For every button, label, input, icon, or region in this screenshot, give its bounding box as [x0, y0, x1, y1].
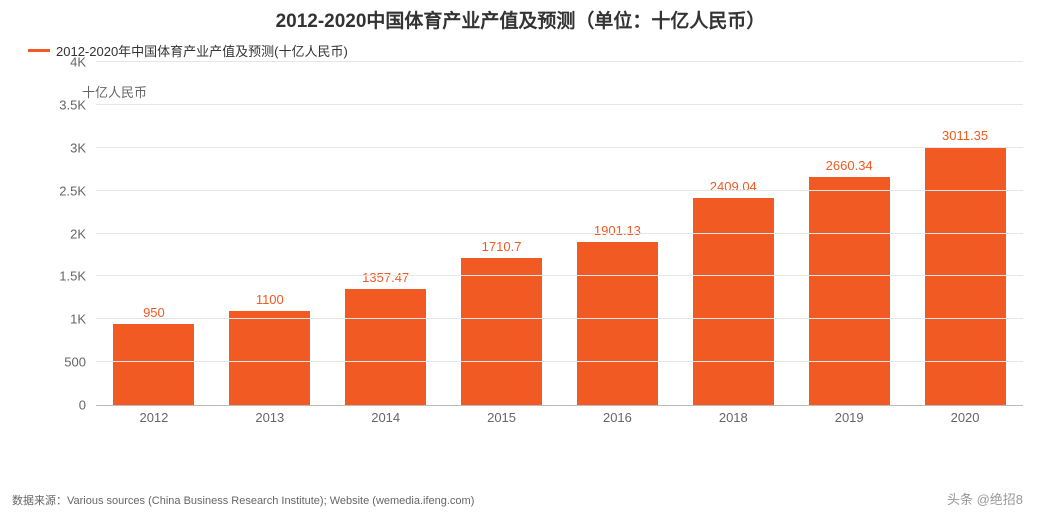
data-source-text: 数据来源：Various sources (China Business Res… — [12, 492, 474, 508]
bar: 1901.13 — [577, 242, 658, 405]
watermark-text: 头条 @绝招8 — [947, 489, 1023, 508]
x-tick-label: 2012 — [96, 406, 212, 430]
bar: 1100 — [229, 311, 310, 405]
grid-line — [96, 104, 1023, 105]
bar-value-label: 1710.7 — [482, 239, 522, 254]
y-tick-label: 3.5K — [59, 97, 96, 112]
grid-line — [96, 147, 1023, 148]
bar-value-label: 3011.35 — [942, 128, 988, 143]
x-tick-label: 2015 — [444, 406, 560, 430]
y-tick-label: 3K — [70, 140, 96, 155]
bar: 2409.04 — [693, 198, 774, 405]
grid-line — [96, 318, 1023, 319]
bar-slot: 1901.13 — [560, 62, 676, 405]
bar-value-label: 1100 — [256, 292, 284, 307]
y-tick-label: 2K — [70, 226, 96, 241]
x-tick-label: 2020 — [907, 406, 1023, 430]
y-tick-label: 4K — [70, 55, 96, 70]
bar-value-label: 2409.04 — [710, 179, 757, 194]
bar-slot: 2409.04 — [675, 62, 791, 405]
x-tick-label: 2018 — [675, 406, 791, 430]
y-tick-label: 0 — [79, 398, 96, 413]
bar-value-label: 2660.34 — [826, 158, 873, 173]
grid-line — [96, 61, 1023, 62]
bars-container: 950 1100 1357.47 1710.7 1901.13 2409.04 2660.3… — [96, 62, 1023, 405]
x-axis-labels: 20122013201420152016201820192020 — [96, 406, 1023, 430]
bar-slot: 950 — [96, 62, 212, 405]
bar: 2660.34 — [809, 177, 890, 405]
bar-slot: 1710.7 — [444, 62, 560, 405]
bar-value-label: 1357.47 — [362, 270, 409, 285]
bar: 1710.7 — [461, 258, 542, 405]
x-tick-label: 2014 — [328, 406, 444, 430]
y-tick-label: 1K — [70, 312, 96, 327]
y-tick-label: 1.5K — [59, 269, 96, 284]
bar-slot: 1100 — [212, 62, 328, 405]
grid-line — [96, 275, 1023, 276]
x-tick-label: 2019 — [791, 406, 907, 430]
bar-value-label: 1901.13 — [594, 223, 641, 238]
plot-area: 950 1100 1357.47 1710.7 1901.13 2409.04 2660.3… — [96, 62, 1023, 430]
bar-slot: 2660.34 — [791, 62, 907, 405]
y-tick-label: 2.5K — [59, 183, 96, 198]
legend-label: 2012-2020年中国体育产业产值及预测(十亿人民币) — [56, 41, 348, 60]
bar: 950 — [113, 324, 194, 405]
bar-slot: 1357.47 — [328, 62, 444, 405]
grid-line — [96, 190, 1023, 191]
bar: 1357.47 — [345, 289, 426, 405]
bar-slot: 3011.35 — [907, 62, 1023, 405]
legend: 2012-2020年中国体育产业产值及预测(十亿人民币) — [0, 33, 1041, 62]
legend-swatch — [28, 49, 50, 52]
x-tick-label: 2013 — [212, 406, 328, 430]
grid-line — [96, 233, 1023, 234]
x-tick-label: 2016 — [560, 406, 676, 430]
y-tick-label: 500 — [64, 355, 96, 370]
chart-title: 2012-2020中国体育产业产值及预测（单位：十亿人民币） — [0, 0, 1041, 33]
plot: 950 1100 1357.47 1710.7 1901.13 2409.04 2660.3… — [96, 62, 1023, 406]
grid-line — [96, 361, 1023, 362]
